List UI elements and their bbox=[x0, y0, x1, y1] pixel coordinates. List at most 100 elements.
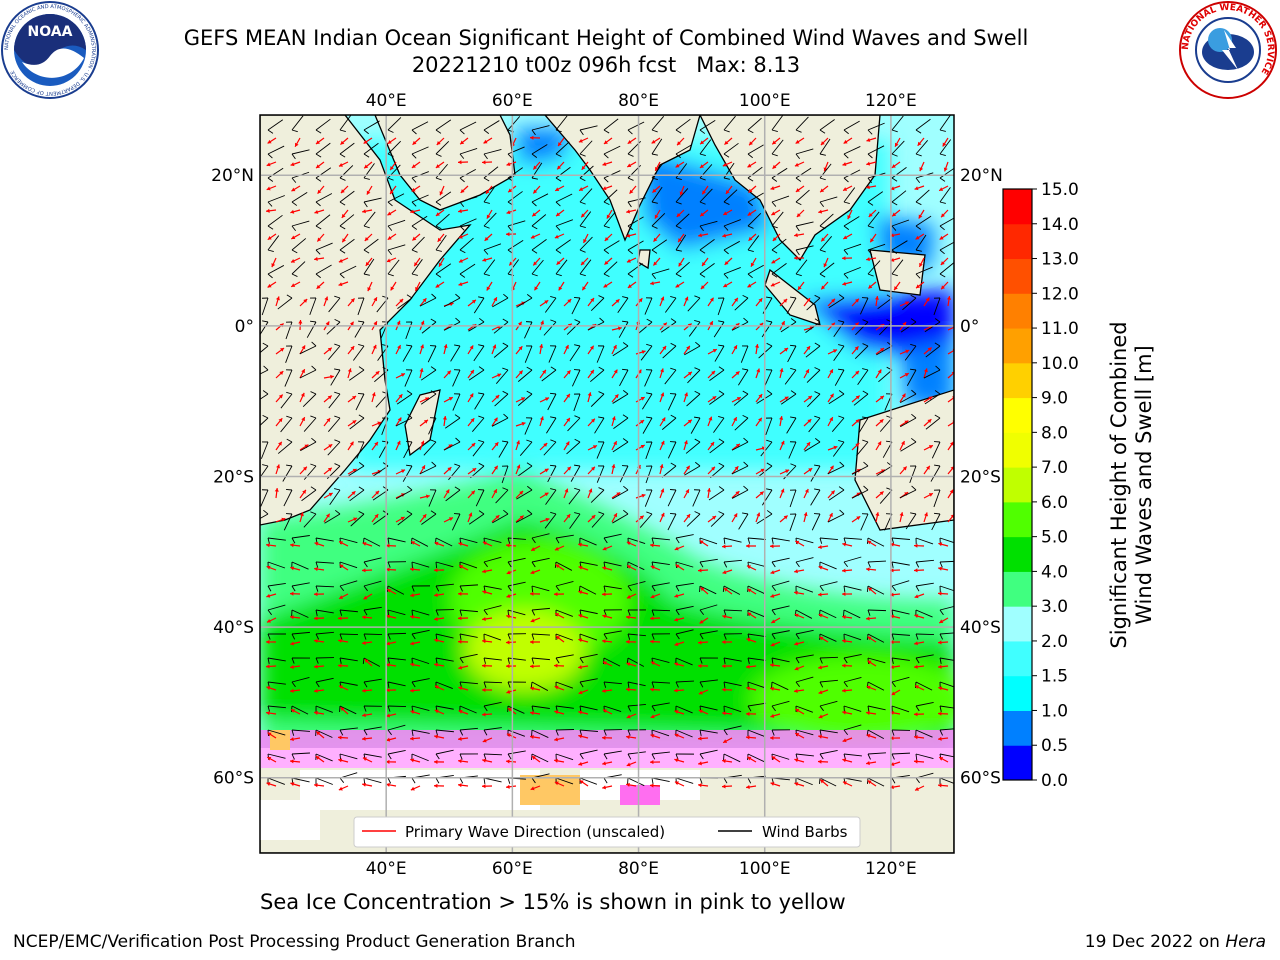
wind-barb-flag bbox=[579, 657, 584, 664]
wind-barb-flag bbox=[267, 609, 272, 616]
wave-arrowhead bbox=[746, 686, 751, 691]
wave-arrowhead bbox=[386, 641, 391, 646]
wave-arrowhead bbox=[650, 661, 655, 666]
wind-barb-flag bbox=[891, 249, 898, 255]
wave-arrowhead bbox=[469, 393, 474, 398]
wave-arrowhead bbox=[806, 346, 811, 351]
wave-arrowhead bbox=[266, 664, 270, 669]
wind-barb bbox=[260, 417, 269, 426]
colorbar-tick-label: 10.0 bbox=[1041, 354, 1079, 374]
wind-barb-flag bbox=[795, 633, 800, 640]
wave-arrowhead bbox=[842, 281, 847, 286]
wind-barb bbox=[867, 633, 885, 643]
wind-barb bbox=[301, 489, 317, 502]
colorbar-swatch bbox=[1003, 640, 1032, 677]
colorbar-swatch bbox=[1003, 467, 1032, 503]
wave-arrowhead bbox=[724, 140, 729, 145]
wind-barb bbox=[603, 750, 622, 755]
wind-barb-flag bbox=[315, 129, 322, 134]
wind-barb-flag bbox=[527, 485, 533, 491]
wind-barb-flag bbox=[310, 391, 317, 395]
wind-barb-flag bbox=[339, 249, 346, 254]
colorbar-tick-label: 1.5 bbox=[1041, 667, 1068, 687]
wind-barb-flag bbox=[435, 249, 442, 252]
wind-barb-flag bbox=[795, 681, 800, 688]
wave-arrowhead bbox=[338, 616, 342, 621]
wave-arrowhead bbox=[877, 441, 882, 446]
wave-arrowhead bbox=[544, 468, 549, 473]
wind-barb-flag bbox=[723, 561, 728, 568]
wave-arrowhead bbox=[422, 514, 427, 519]
wind-barb-flag bbox=[358, 462, 365, 467]
wave-arrowhead bbox=[629, 189, 634, 194]
wave-arrowhead bbox=[506, 784, 510, 789]
wind-barb-flag bbox=[478, 415, 485, 419]
wind-barb bbox=[667, 441, 677, 459]
wave-arrowhead bbox=[506, 232, 510, 237]
wave-arrowhead bbox=[866, 733, 871, 738]
wave-arrowhead bbox=[434, 685, 439, 690]
wave-arrowhead bbox=[723, 283, 728, 288]
wind-barb-flag bbox=[867, 561, 871, 568]
wave-arrowhead bbox=[460, 188, 465, 193]
wind-barb-flag bbox=[891, 537, 895, 544]
wave-arrowhead bbox=[435, 164, 440, 168]
wave-arrowhead bbox=[363, 595, 368, 600]
lon-tick-bottom: 80°E bbox=[618, 859, 659, 879]
wave-arrowhead bbox=[316, 284, 321, 289]
wave-arrowhead bbox=[627, 163, 632, 168]
wind-barb-flag bbox=[291, 585, 296, 592]
wind-barb-flag bbox=[843, 225, 850, 230]
wave-arrowhead bbox=[866, 567, 870, 572]
wind-barb-flag bbox=[675, 681, 679, 688]
wind-barb bbox=[493, 345, 509, 358]
wind-barb-flag bbox=[675, 153, 681, 159]
wave-arrowhead bbox=[314, 664, 318, 669]
wind-barb-flag bbox=[766, 390, 773, 395]
wind-barb bbox=[667, 513, 677, 531]
wind-barb-flag bbox=[387, 153, 394, 157]
wind-barb bbox=[277, 297, 293, 310]
wind-barb-flag bbox=[555, 129, 562, 133]
wind-barb-flag bbox=[435, 609, 439, 616]
lat-tick-right: 20°N bbox=[960, 166, 1003, 186]
wave-arrowhead bbox=[770, 781, 775, 786]
wave-arrowhead bbox=[783, 298, 788, 303]
wind-barb bbox=[291, 677, 310, 683]
wind-barb bbox=[544, 513, 557, 529]
wind-barb-flag bbox=[435, 777, 440, 784]
wave-arrowhead bbox=[842, 663, 846, 668]
wave-arrowhead bbox=[847, 215, 852, 220]
wind-barb bbox=[411, 259, 423, 275]
wind-barb-flag bbox=[627, 681, 630, 688]
wind-barb bbox=[900, 417, 917, 428]
wave-arrowhead bbox=[890, 736, 894, 741]
wave-arrowhead bbox=[338, 258, 343, 263]
wind-barb-flag bbox=[483, 249, 489, 255]
wind-barb-flag bbox=[387, 681, 390, 688]
wind-barb bbox=[531, 607, 550, 611]
wind-barb-flag bbox=[459, 609, 463, 616]
wave-arrowhead bbox=[266, 639, 270, 645]
wind-barb-flag bbox=[795, 657, 800, 664]
wind-barb bbox=[699, 749, 718, 755]
wind-barb bbox=[891, 657, 910, 661]
wave-arrowhead bbox=[678, 262, 683, 267]
wind-barb-flag bbox=[507, 609, 510, 617]
wave-arrowhead bbox=[324, 296, 329, 301]
wind-barb bbox=[315, 214, 331, 227]
wave-arrowhead bbox=[566, 370, 571, 375]
wave-arrowhead bbox=[771, 619, 776, 624]
wave-arrowhead bbox=[746, 637, 751, 642]
wind-barb-flag bbox=[310, 463, 317, 467]
wind-barb bbox=[555, 219, 574, 227]
wave-arrowhead bbox=[942, 142, 947, 147]
wave-arrowhead bbox=[687, 371, 692, 376]
wind-barb bbox=[579, 140, 593, 155]
wind-barb bbox=[283, 513, 293, 531]
wind-barb bbox=[315, 729, 333, 738]
wind-barb bbox=[356, 441, 365, 459]
wind-barb-flag bbox=[310, 486, 317, 491]
wind-barb-flag bbox=[315, 153, 322, 158]
wave-arrowhead bbox=[823, 167, 828, 172]
